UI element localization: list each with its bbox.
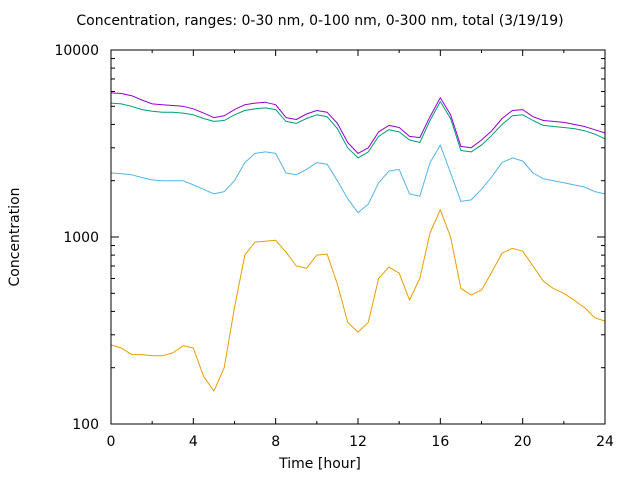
y-tick-label: 100 bbox=[72, 417, 99, 433]
chart-title: Concentration, ranges: 0-30 nm, 0-100 nm… bbox=[76, 13, 564, 29]
y-tick-label: 10000 bbox=[54, 43, 99, 59]
x-axis-label: Time [hour] bbox=[279, 456, 361, 472]
x-tick-label: 4 bbox=[189, 434, 198, 450]
series-line-2 bbox=[110, 144, 606, 214]
series-line-3 bbox=[110, 101, 606, 159]
series-line-1 bbox=[110, 209, 606, 392]
tick-layer: 0 4 8 12 16 20 24 100 1000 10000 bbox=[54, 43, 614, 450]
x-tick-label: 0 bbox=[107, 434, 116, 450]
y-axis-label: Concentration bbox=[7, 187, 23, 287]
y-tick-label: 1000 bbox=[63, 230, 99, 246]
series-line-4 bbox=[110, 92, 606, 154]
x-tick-label: 12 bbox=[349, 434, 367, 450]
x-tick-label: 20 bbox=[514, 434, 532, 450]
x-tick-label: 24 bbox=[596, 434, 614, 450]
x-tick-label: 8 bbox=[271, 434, 280, 450]
x-tick-label: 16 bbox=[431, 434, 449, 450]
series-layer bbox=[110, 92, 606, 392]
plot-frame bbox=[110, 49, 606, 425]
